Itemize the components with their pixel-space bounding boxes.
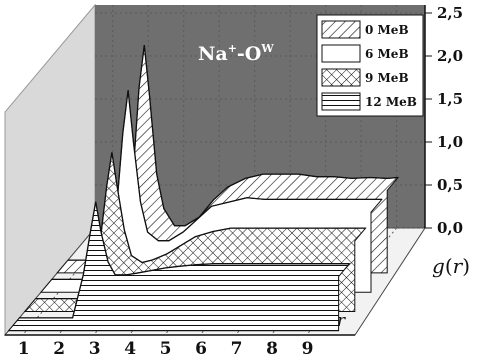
legend-label: 0 MeB	[365, 23, 409, 37]
legend-swatch	[321, 20, 361, 39]
y-tick-label: 1,5	[437, 90, 463, 108]
series-4-surface	[7, 201, 351, 332]
x-tick-label: 3	[89, 339, 101, 356]
grid-line-depth	[22, 227, 114, 336]
x-tick-labels: 1 2 3 4 5 6 7 8 9	[18, 339, 314, 356]
x-axis-label: r	[337, 311, 346, 331]
legend-label: 12 MeB	[365, 95, 417, 109]
chart-title: Na+-OW	[198, 42, 274, 65]
series-line	[35, 152, 366, 300]
series-layer	[7, 45, 400, 332]
legend-swatch	[321, 68, 361, 87]
x-tick-label: 9	[302, 339, 314, 356]
legend: 0 MeB 6 MeB 9 MeB 12 MeB	[316, 14, 424, 117]
legend-swatch	[321, 92, 361, 111]
x-tick-label: 7	[231, 339, 243, 356]
legend-swatch	[321, 44, 361, 63]
series-line	[68, 45, 399, 261]
y-tick-label: 0,0	[437, 219, 463, 237]
x-tick-label: 2	[53, 339, 65, 356]
x-tick-label: 8	[266, 339, 278, 356]
x-tick-label: 1	[18, 339, 30, 356]
y-tick-label: 2,5	[437, 4, 463, 22]
y-tick-label: 0,5	[437, 176, 463, 194]
y-tick-labels: 0,0 0,5 1,0 1,5 2,0 2,5	[437, 4, 463, 237]
x-tick-label: 5	[160, 339, 172, 356]
legend-label: 9 MeB	[365, 71, 409, 85]
x-tick-label: 4	[124, 339, 136, 356]
legend-label: 6 MeB	[365, 47, 409, 61]
y-tick-label: 1,0	[437, 133, 463, 151]
series-line	[19, 201, 350, 319]
series-line	[51, 90, 382, 281]
y-axis-label: g(r)	[432, 254, 470, 278]
x-tick-label: 6	[195, 339, 207, 356]
y-tick-label: 2,0	[437, 47, 463, 65]
